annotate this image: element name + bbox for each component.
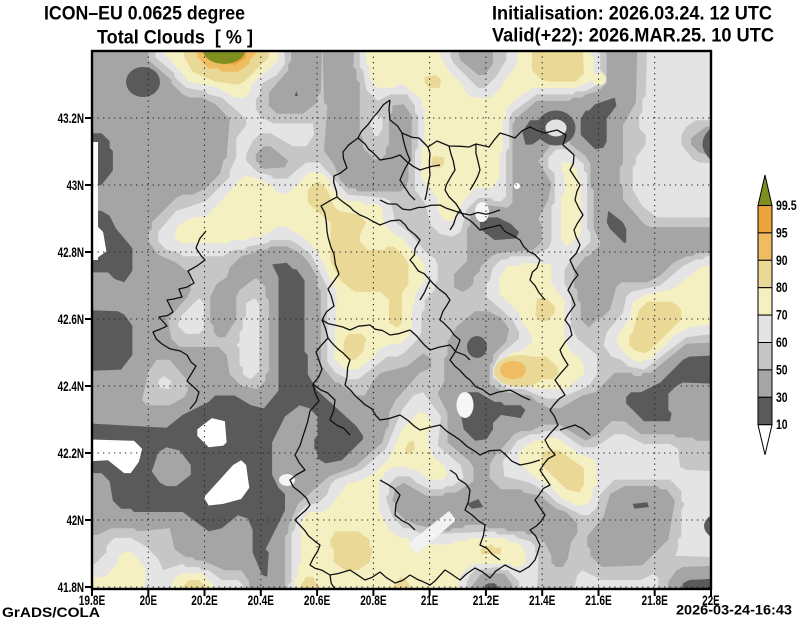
svg-text:2026-03-24-16:43: 2026-03-24-16:43 (676, 603, 793, 618)
svg-text:22E: 22E (702, 593, 719, 608)
svg-text:21E: 21E (421, 593, 438, 608)
svg-text:20.8E: 20.8E (360, 593, 386, 608)
svg-text:42.6N: 42.6N (58, 312, 84, 327)
svg-text:30: 30 (776, 390, 788, 405)
svg-text:42N: 42N (67, 513, 84, 528)
svg-text:10: 10 (776, 417, 788, 432)
svg-text:90: 90 (776, 253, 788, 268)
svg-text:50: 50 (776, 362, 788, 377)
svg-text:43N: 43N (67, 178, 84, 193)
svg-text:20.2E: 20.2E (191, 593, 217, 608)
svg-text:42.8N: 42.8N (58, 245, 84, 260)
svg-text:20.6E: 20.6E (304, 593, 330, 608)
svg-text:20.4E: 20.4E (248, 593, 274, 608)
svg-text:19.8E: 19.8E (79, 593, 105, 608)
svg-text:99.5: 99.5 (776, 198, 797, 213)
svg-text:21.2E: 21.2E (473, 593, 499, 608)
svg-text:21.4E: 21.4E (529, 593, 555, 608)
svg-text:43.2N: 43.2N (58, 111, 84, 126)
svg-text:21.8E: 21.8E (642, 593, 668, 608)
svg-text:Valid(+22): 2026.MAR.25. 10 UT: Valid(+22): 2026.MAR.25. 10 UTC (492, 26, 774, 47)
svg-text:21.6E: 21.6E (585, 593, 611, 608)
svg-text:42.2N: 42.2N (58, 446, 84, 461)
svg-text:95: 95 (776, 225, 788, 240)
svg-text:42.4N: 42.4N (58, 379, 84, 394)
svg-text:60: 60 (776, 335, 788, 350)
svg-text:Total Clouds [ % ]: Total Clouds [ % ] (97, 28, 253, 49)
svg-text:41.8N: 41.8N (58, 580, 84, 595)
svg-text:20E: 20E (140, 593, 157, 608)
svg-text:80: 80 (776, 280, 788, 295)
svg-text:Initialisation: 2026.03.24. 12: Initialisation: 2026.03.24. 12 UTC (492, 4, 772, 25)
svg-text:70: 70 (776, 308, 788, 323)
svg-text:ICON–EU 0.0625 degree: ICON–EU 0.0625 degree (44, 4, 245, 25)
svg-text:GrADS/COLA: GrADS/COLA (2, 605, 100, 618)
